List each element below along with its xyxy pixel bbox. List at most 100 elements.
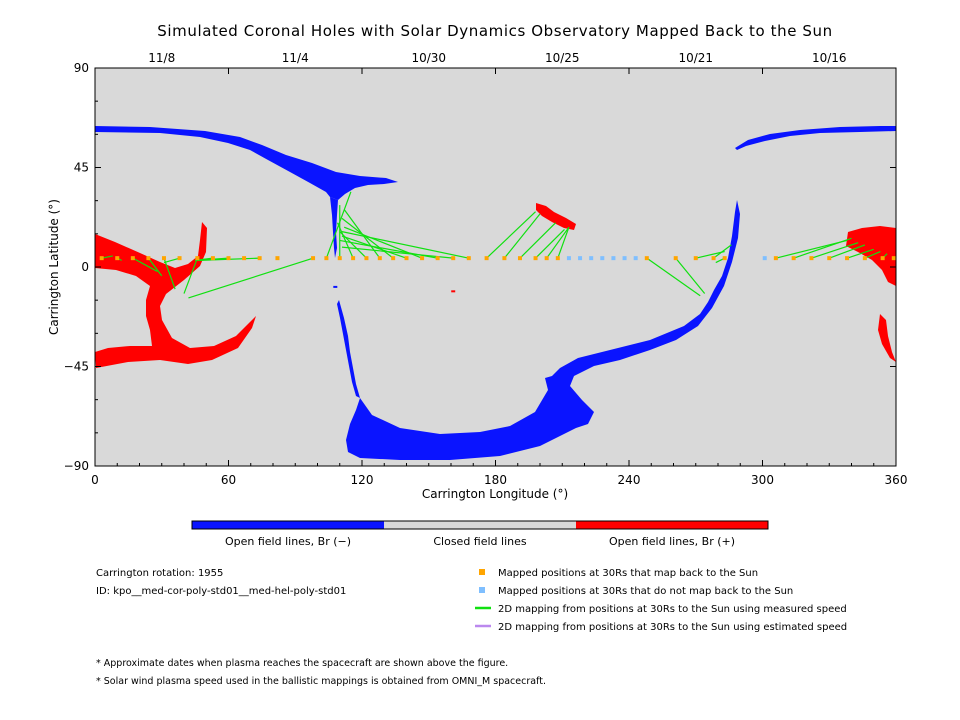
- mapped-point: [420, 256, 425, 261]
- mapped-point: [451, 256, 456, 261]
- legend-estimated-label: 2D mapping from positions at 30Rs to the…: [498, 622, 847, 633]
- mapped-point: [644, 256, 649, 261]
- y-tick-label: 0: [81, 260, 89, 274]
- x-tick-label: 300: [751, 473, 774, 487]
- colorbar-closed-label: Closed field lines: [433, 535, 527, 548]
- mapped-point: [673, 256, 678, 261]
- negative-extension-lower: [337, 300, 360, 398]
- mapping-line: [147, 257, 163, 277]
- y-tick-label: 90: [74, 61, 89, 75]
- x-tick-label: 0: [91, 473, 99, 487]
- positive-east-limb-lower: [878, 314, 896, 362]
- carrington-rotation: Carrington rotation: 1955: [96, 568, 223, 579]
- mapped-point: [275, 256, 280, 261]
- mapped-point: [161, 256, 166, 261]
- small-feature: [451, 290, 456, 293]
- mapped-point: [466, 256, 471, 261]
- legend-mapped-label: Mapped positions at 30Rs that map back t…: [498, 568, 758, 579]
- x-tick-label: 120: [351, 473, 374, 487]
- unmapped-point: [566, 256, 571, 261]
- mapped-point: [177, 256, 182, 261]
- mapping-line: [339, 231, 367, 259]
- mapping-line: [535, 228, 565, 259]
- mapping-line: [341, 246, 454, 259]
- colorbar-negative-label: Open field lines, Br (−): [225, 535, 351, 548]
- mapped-point: [722, 256, 727, 261]
- positive-west-limb-hole: [95, 222, 256, 368]
- small-feature: [333, 285, 338, 288]
- colorbar-closed: [384, 521, 576, 529]
- x-tick-label: 240: [618, 473, 641, 487]
- mapped-point: [242, 256, 247, 261]
- negative-south-polar-hole: [346, 200, 740, 460]
- unmapped-point: [611, 256, 616, 261]
- mapped-point: [845, 256, 850, 261]
- plot-area: [94, 67, 897, 467]
- legend-not-mapped-label: Mapped positions at 30Rs that do not map…: [498, 586, 793, 597]
- mapped-point: [517, 256, 522, 261]
- top-date-label: 10/21: [678, 51, 713, 65]
- y-tick-label: 45: [74, 161, 89, 175]
- mapped-point: [226, 256, 231, 261]
- mapping-line: [336, 222, 354, 259]
- mapping-line: [864, 250, 881, 259]
- mapped-point: [711, 256, 716, 261]
- unmapped-point: [633, 256, 638, 261]
- mapping-line: [675, 257, 706, 294]
- mapping-line: [163, 257, 180, 264]
- mapped-point: [324, 256, 329, 261]
- mapped-points: [99, 256, 896, 261]
- mapping-line: [503, 213, 541, 259]
- mapped-point: [210, 256, 215, 261]
- top-date-label: 11/8: [148, 51, 175, 65]
- negative-northern-arc: [735, 126, 896, 150]
- mapped-point: [146, 256, 151, 261]
- x-axis-label: Carrington Longitude (°): [422, 487, 568, 501]
- unmapped-point: [762, 256, 767, 261]
- colorbar-positive-label: Open field lines, Br (+): [609, 535, 735, 548]
- mapped-point: [195, 256, 200, 261]
- small-features: [333, 285, 456, 293]
- mapping-line: [188, 257, 314, 299]
- footnote-dates: * Approximate dates when plasma reaches …: [96, 658, 508, 669]
- mapped-point: [484, 256, 489, 261]
- mapping-line: [793, 237, 852, 259]
- top-date-label: 10/30: [411, 51, 446, 65]
- mapped-point: [351, 256, 356, 261]
- mapped-point: [99, 256, 104, 261]
- mapping-line: [486, 211, 536, 259]
- mapping-lines: [101, 191, 888, 299]
- mapped-point: [435, 256, 440, 261]
- top-date-label: 10/16: [812, 51, 847, 65]
- legend-mapped-marker: [479, 569, 485, 575]
- top-date-label: 10/25: [545, 51, 580, 65]
- mapping-line: [713, 244, 732, 259]
- mapped-point: [862, 256, 867, 261]
- mapping-line: [829, 244, 866, 259]
- mapped-point: [391, 256, 396, 261]
- mapping-line: [163, 257, 176, 290]
- unmapped-point: [589, 256, 594, 261]
- y-axis-label: Carrington Latitude (°): [47, 199, 61, 335]
- mapped-point: [377, 256, 382, 261]
- mapping-line: [546, 226, 570, 259]
- unmapped-point: [600, 256, 605, 261]
- mapped-point: [130, 256, 135, 261]
- y-tick-label: −45: [64, 360, 89, 374]
- x-tick-label: 360: [885, 473, 908, 487]
- mapped-point: [404, 256, 409, 261]
- mapped-point: [809, 256, 814, 261]
- top-date-axis: 11/8 11/4 10/30 10/25 10/21 10/16: [148, 51, 846, 65]
- mapped-point: [791, 256, 796, 261]
- colorbar-positive: [576, 521, 768, 529]
- chart-title: Simulated Coronal Holes with Solar Dynam…: [157, 22, 833, 40]
- y-tick-label: −90: [64, 459, 89, 473]
- colorbar-negative: [192, 521, 384, 529]
- mapped-point: [693, 256, 698, 261]
- x-axis: 0 60 120 180 240 300 360: [91, 68, 907, 487]
- mapped-point: [502, 256, 507, 261]
- footnote-speed: * Solar wind plasma speed used in the ba…: [96, 676, 546, 687]
- mapping-line: [695, 250, 725, 259]
- top-date-label: 11/4: [282, 51, 309, 65]
